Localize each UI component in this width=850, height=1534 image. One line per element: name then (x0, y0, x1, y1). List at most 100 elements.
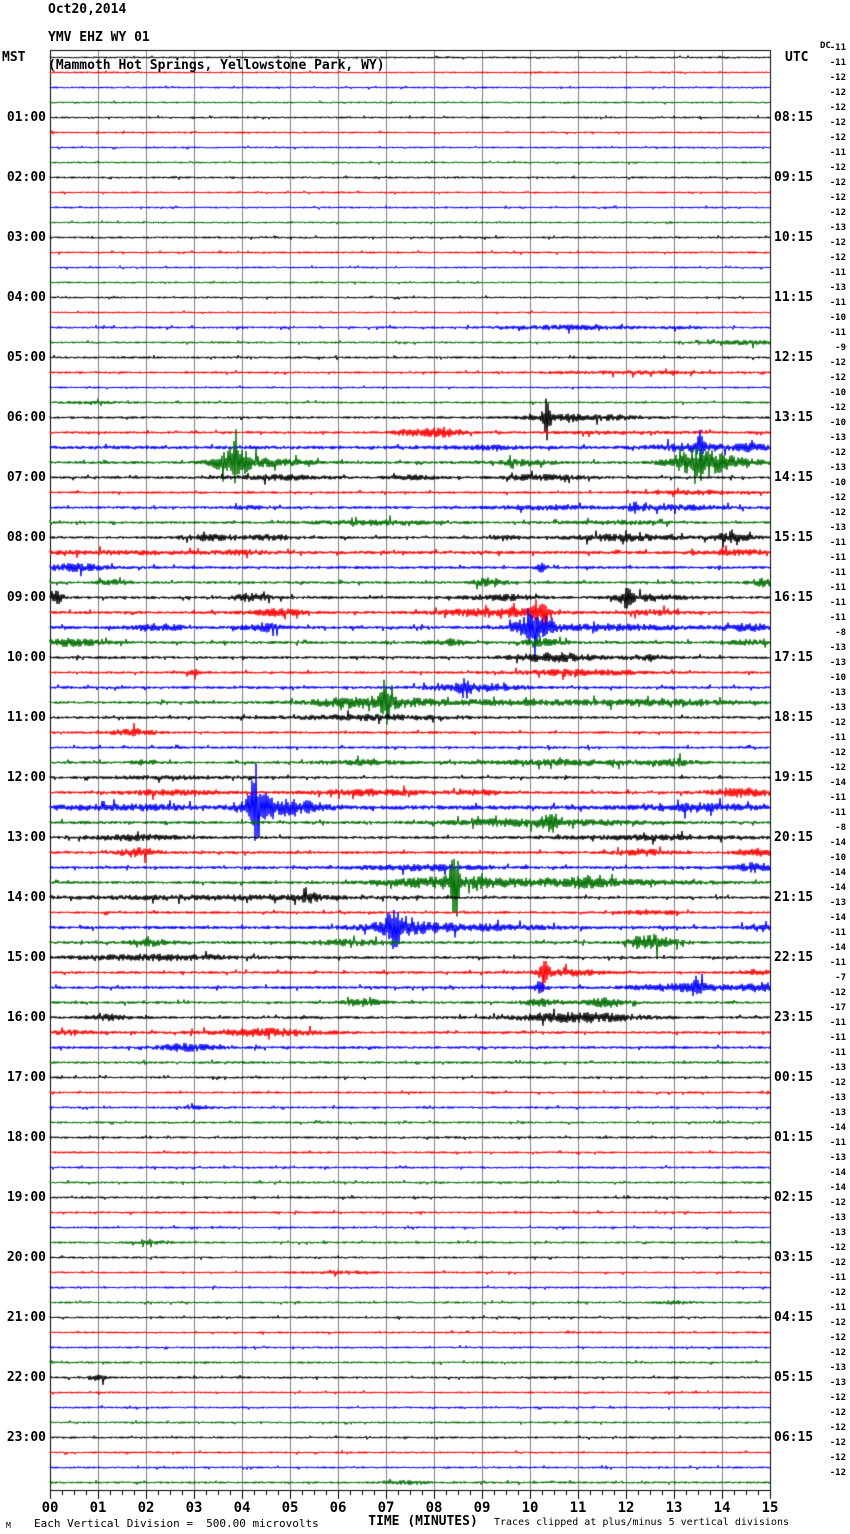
dc-offset-value: -12 (829, 1438, 846, 1448)
dc-offset-value: -8 (835, 628, 846, 638)
plot-title: Oct20,2014 YMV EHZ WY 01 (Mammoth Hot Sp… (48, 3, 385, 73)
dc-offset-value: -14 (829, 868, 846, 878)
title-location: (Mammoth Hot Springs, Yellowstone Park, … (48, 58, 385, 73)
minute-tick-label: 15 (761, 1500, 779, 1516)
minute-tick-label: 04 (233, 1500, 251, 1516)
dc-offset-value: -11 (829, 298, 846, 308)
corner-mark: M (6, 1521, 11, 1530)
dc-offset-value: -11 (829, 1033, 846, 1043)
right-axis-header: UTC (785, 50, 809, 65)
title-station: YMV EHZ WY 01 (48, 30, 150, 45)
mst-hour-label: 20:00 (6, 1250, 46, 1265)
mst-hour-label: 23:00 (6, 1430, 46, 1445)
dc-offset-value: -12 (829, 1288, 846, 1298)
utc-hour-label: 23:15 (774, 1010, 814, 1025)
dc-offset-value: -12 (829, 1408, 846, 1418)
utc-hour-label: 00:15 (774, 1070, 814, 1085)
minute-tick-label: 02 (137, 1500, 155, 1516)
dc-offset-value: -12 (829, 1393, 846, 1403)
utc-hour-label: 16:15 (774, 590, 814, 605)
dc-offset-value: -10 (829, 313, 846, 323)
utc-hour-label: 08:15 (774, 110, 814, 125)
dc-offset-value: -12 (829, 1318, 846, 1328)
dc-offset-value: -13 (829, 433, 846, 443)
dc-offset-value: -13 (829, 898, 846, 908)
mst-hour-label: 13:00 (6, 830, 46, 845)
mst-hour-label: 08:00 (6, 530, 46, 545)
mst-hour-label: 03:00 (6, 230, 46, 245)
utc-hour-label: 15:15 (774, 530, 814, 545)
title-date: Oct20,2014 (48, 2, 127, 17)
dc-offset-value: -12 (829, 1243, 846, 1253)
dc-offset-value: -11 (829, 1048, 846, 1058)
utc-hour-label: 06:15 (774, 1430, 814, 1445)
dc-offset-value: -17 (829, 1003, 846, 1013)
dc-offset-value: -12 (829, 1333, 846, 1343)
dc-offset-value: -13 (829, 1228, 846, 1238)
dc-offset-value: -13 (829, 1363, 846, 1373)
utc-hour-label: 18:15 (774, 710, 814, 725)
dc-offset-value: -13 (829, 643, 846, 653)
dc-offset-value: -12 (829, 358, 846, 368)
utc-hour-label: 11:15 (774, 290, 814, 305)
dc-offset-value: -12 (829, 1078, 846, 1088)
dc-offset-value: -12 (829, 1198, 846, 1208)
dc-offset-value: -13 (829, 688, 846, 698)
minute-tick-label: 03 (185, 1500, 203, 1516)
mst-hour-label: 12:00 (6, 770, 46, 785)
mst-hour-label: 07:00 (6, 470, 46, 485)
dc-offset-value: -11 (829, 1018, 846, 1028)
dc-axis-header: DC (820, 41, 831, 51)
dc-offset-value: -11 (829, 538, 846, 548)
dc-offset-value: -13 (829, 1213, 846, 1223)
mst-hour-label: 09:00 (6, 590, 46, 605)
dc-offset-value: -12 (829, 73, 846, 83)
dc-offset-value: -10 (829, 478, 846, 488)
minute-tick-label: 07 (377, 1500, 395, 1516)
dc-offset-value: -12 (829, 1453, 846, 1463)
mst-hour-label: 15:00 (6, 950, 46, 965)
dc-offset-value: -12 (829, 178, 846, 188)
dc-offset-value: -14 (829, 1168, 846, 1178)
utc-hour-label: 09:15 (774, 170, 814, 185)
dc-offset-value: -12 (829, 988, 846, 998)
dc-offset-value: -11 (829, 1273, 846, 1283)
x-axis-title: TIME (MINUTES) (368, 1514, 478, 1529)
dc-offset-value: -11 (829, 598, 846, 608)
mst-hour-label: 06:00 (6, 410, 46, 425)
dc-offset-value: -10 (829, 853, 846, 863)
mst-hour-label: 02:00 (6, 170, 46, 185)
dc-offset-value: -13 (829, 703, 846, 713)
dc-offset-value: -11 (829, 568, 846, 578)
utc-hour-label: 19:15 (774, 770, 814, 785)
mst-hour-label: 21:00 (6, 1310, 46, 1325)
mst-hour-label: 01:00 (6, 110, 46, 125)
dc-offset-value: -12 (829, 1468, 846, 1478)
utc-hour-label: 04:15 (774, 1310, 814, 1325)
dc-offset-value: -11 (829, 808, 846, 818)
dc-offset-value: -12 (829, 88, 846, 98)
dc-offset-value: -8 (835, 823, 846, 833)
utc-hour-label: 14:15 (774, 470, 814, 485)
minute-tick-label: 08 (425, 1500, 443, 1516)
dc-offset-value: -12 (829, 253, 846, 263)
dc-offset-value: -12 (829, 763, 846, 773)
dc-offset-value: -13 (829, 283, 846, 293)
dc-offset-value: -12 (829, 373, 846, 383)
minute-tick-label: 12 (617, 1500, 635, 1516)
mst-hour-label: 04:00 (6, 290, 46, 305)
utc-hour-label: 13:15 (774, 410, 814, 425)
minute-tick-label: 13 (665, 1500, 683, 1516)
mst-hour-label: 19:00 (6, 1190, 46, 1205)
dc-offset-value: -14 (829, 838, 846, 848)
clipping-note: Traces clipped at plus/minus 5 vertical … (494, 1517, 790, 1528)
left-axis-header: MST (2, 50, 26, 65)
dc-offset-value: -11 (829, 553, 846, 563)
dc-offset-value: -12 (829, 718, 846, 728)
dc-offset-value: -13 (829, 463, 846, 473)
dc-offset-value: -14 (829, 778, 846, 788)
mst-hour-label: 16:00 (6, 1010, 46, 1025)
dc-offset-value: -11 (829, 928, 846, 938)
dc-offset-value: -14 (829, 943, 846, 953)
